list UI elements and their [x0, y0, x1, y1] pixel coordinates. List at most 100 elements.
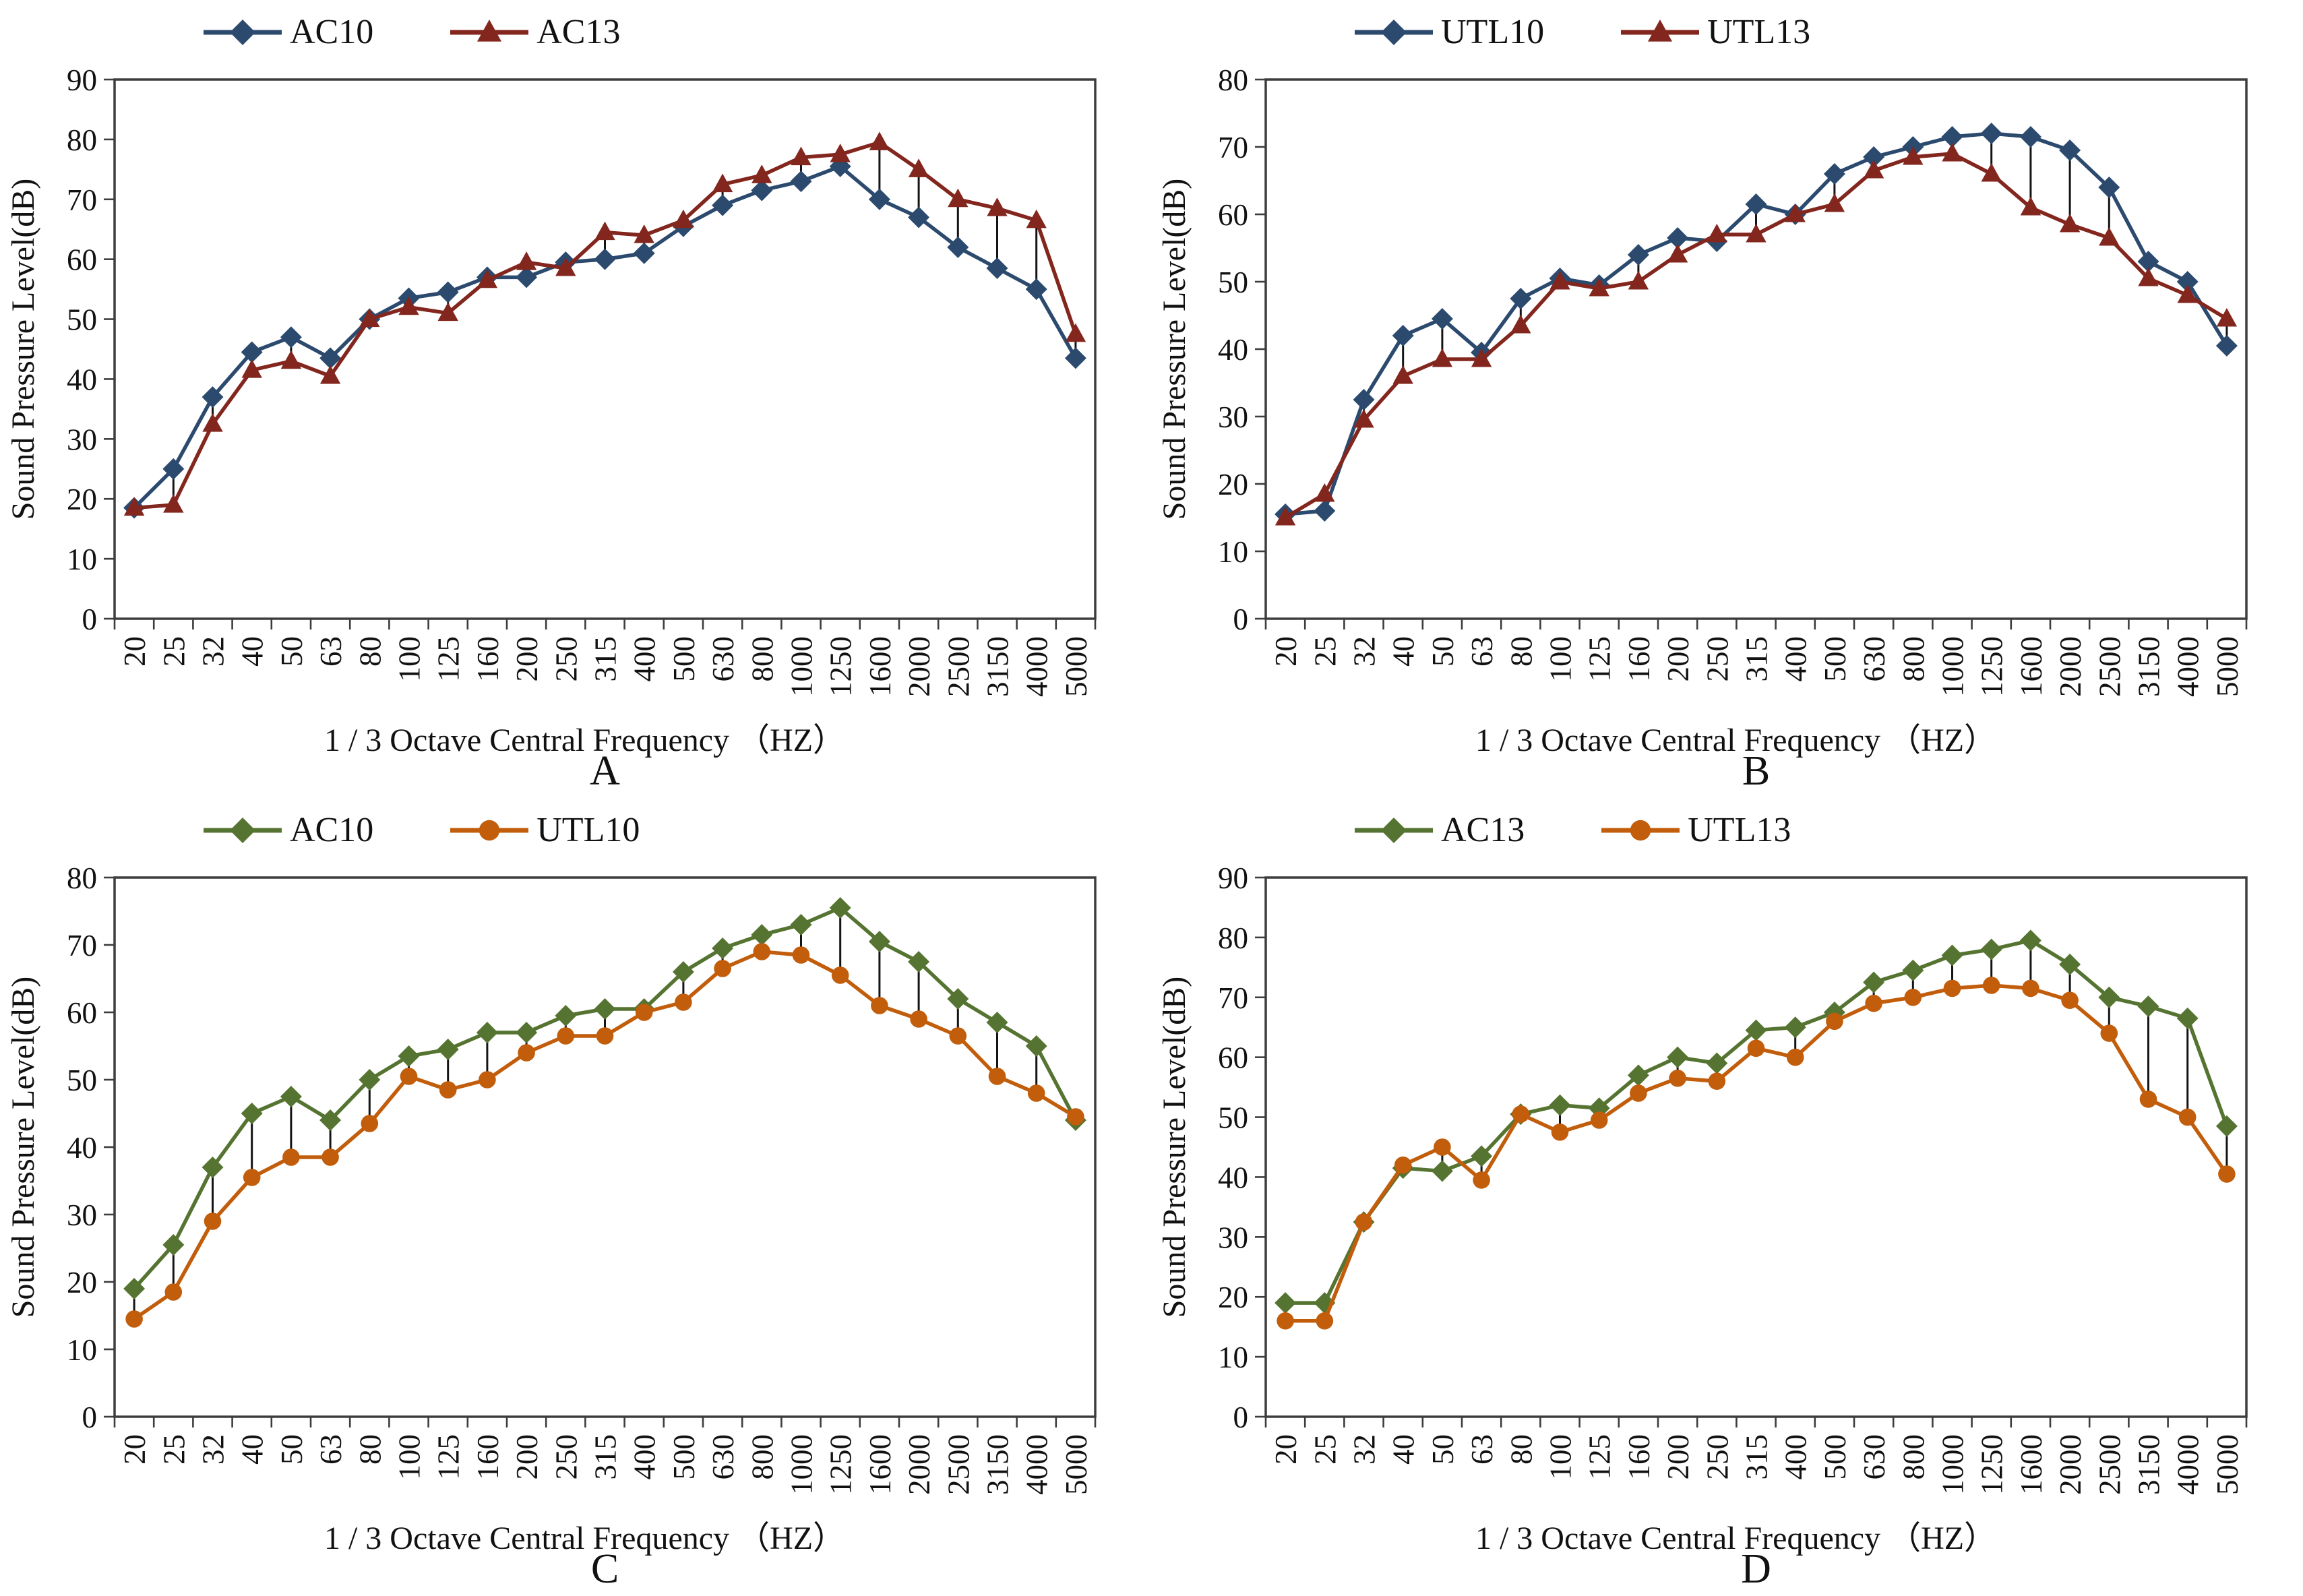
x-tick-label: 2000 [2054, 1434, 2087, 1495]
marker-AC13 [319, 365, 341, 384]
marker-UTL10 [557, 1027, 575, 1045]
marker-UTL10 [1392, 325, 1414, 346]
marker-UTL13 [1355, 1213, 1373, 1231]
marker-UTL10 [439, 1081, 457, 1099]
marker-UTL13 [1628, 271, 1649, 290]
marker-UTL13 [1747, 1039, 1765, 1057]
y-tick-label: 60 [67, 996, 97, 1030]
x-tick-label: 200 [1661, 1434, 1695, 1480]
x-tick-label: 500 [667, 1434, 701, 1480]
marker-AC13 [1431, 1160, 1453, 1182]
legend-marker [479, 820, 500, 841]
x-tick-label: 1600 [2015, 636, 2048, 697]
legend-item: UTL13 [1618, 15, 1810, 50]
marker-AC10 [868, 188, 890, 210]
legend-item: AC13 [448, 15, 621, 50]
marker-AC13 [2059, 953, 2081, 975]
marker-AC10 [437, 1039, 459, 1060]
x-tick-label: 40 [1387, 1434, 1421, 1465]
marker-UTL13 [2099, 227, 2120, 246]
legend-label: UTL13 [1707, 13, 1811, 51]
y-axis-title: Sound Pressure Level(dB) [1157, 179, 1192, 520]
legend-label: UTL13 [1688, 811, 1791, 849]
x-tick-label: 125 [1583, 1434, 1617, 1480]
x-tick-label: 25 [157, 636, 191, 667]
series-line-AC13 [1285, 938, 2229, 1305]
x-tick-label: 80 [353, 1434, 387, 1465]
x-tick-label: 32 [197, 636, 231, 667]
marker-AC10 [123, 1278, 146, 1299]
x-tick-label: 160 [471, 636, 505, 682]
x-tick-label: 400 [628, 636, 662, 682]
marker-UTL13 [1786, 1048, 1804, 1066]
marker-UTL13 [1551, 1123, 1569, 1141]
marker-UTL10 [164, 1283, 183, 1301]
marker-AC13 [869, 131, 890, 150]
marker-UTL10 [635, 1004, 653, 1021]
marker-UTL13 [2218, 1165, 2236, 1183]
marker-AC10 [908, 951, 930, 973]
plot-border [1264, 876, 2248, 1418]
x-tick-label: 1250 [824, 636, 858, 697]
marker-UTL13 [1863, 160, 1884, 179]
legend: UTL10 UTL13 [1352, 15, 1810, 50]
x-tick-label: 5000 [1060, 636, 1093, 697]
x-tick-label: 100 [393, 1434, 427, 1480]
marker-UTL10 [988, 1068, 1006, 1085]
x-tick-label: 2500 [2093, 1434, 2126, 1495]
marker-UTL13 [2100, 1024, 2118, 1042]
marker-UTL10 [675, 993, 692, 1011]
marker-UTL13 [1512, 1105, 1530, 1123]
marker-AC10 [241, 1103, 263, 1124]
y-tick-label: 30 [67, 423, 97, 456]
marker-UTL10 [204, 1213, 222, 1230]
y-tick-label: 60 [1218, 198, 1248, 232]
x-tick-label: 800 [1897, 636, 1930, 682]
legend-label: UTL10 [1441, 13, 1545, 51]
marker-UTL13 [1785, 204, 1806, 222]
marker-UTL10 [1067, 1108, 1084, 1126]
x-tick-label: 315 [589, 1434, 623, 1480]
x-tick-label: 400 [1779, 1434, 1813, 1480]
marker-AC13 [555, 257, 576, 276]
x-tick-label: 63 [1465, 636, 1499, 667]
y-tick-label: 0 [1233, 603, 1249, 636]
marker-AC13 [673, 209, 694, 228]
marker-UTL10 [2215, 335, 2238, 357]
x-tick-label: 1000 [785, 636, 819, 697]
x-tick-label: 50 [275, 636, 309, 667]
x-tick-label: 100 [1544, 636, 1578, 682]
marker-UTL13 [1904, 988, 1922, 1006]
legend-item: UTL13 [1599, 813, 1791, 848]
marker-AC13 [634, 224, 654, 243]
x-tick-label: 20 [1269, 636, 1303, 667]
x-tick-label: 40 [236, 636, 270, 667]
x-tick-label: 4000 [2172, 636, 2205, 697]
y-tick-label: 80 [67, 123, 97, 157]
marker-UTL13 [1669, 1069, 1686, 1087]
marker-UTL10 [1510, 288, 1532, 309]
marker-AC13 [751, 164, 772, 183]
y-tick-label: 90 [1218, 861, 1248, 895]
x-tick-label: 160 [1622, 1434, 1656, 1480]
marker-UTL10 [949, 1027, 967, 1045]
marker-AC13 [2019, 929, 2041, 952]
x-tick-label: 1250 [1975, 636, 2009, 697]
x-axis-title: 1 / 3 Octave Central Frequency （HZ） [324, 1521, 845, 1556]
marker-UTL13 [1589, 278, 1609, 297]
marker-UTL10 [2019, 126, 2041, 148]
marker-UTL13 [1314, 483, 1335, 502]
marker-AC10 [162, 1234, 185, 1256]
x-tick-label: 2500 [2093, 636, 2126, 697]
x-tick-label: 1000 [1936, 1434, 1970, 1495]
x-tick-label: 1000 [785, 1434, 819, 1495]
legend: AC13 UTL13 [1352, 813, 1791, 848]
marker-AC10 [1025, 278, 1047, 301]
marker-UTL10 [2098, 177, 2120, 198]
x-tick-label: 1600 [863, 636, 897, 697]
marker-UTL10 [871, 997, 888, 1014]
x-axis-title: 1 / 3 Octave Central Frequency （HZ） [1475, 1521, 1996, 1556]
